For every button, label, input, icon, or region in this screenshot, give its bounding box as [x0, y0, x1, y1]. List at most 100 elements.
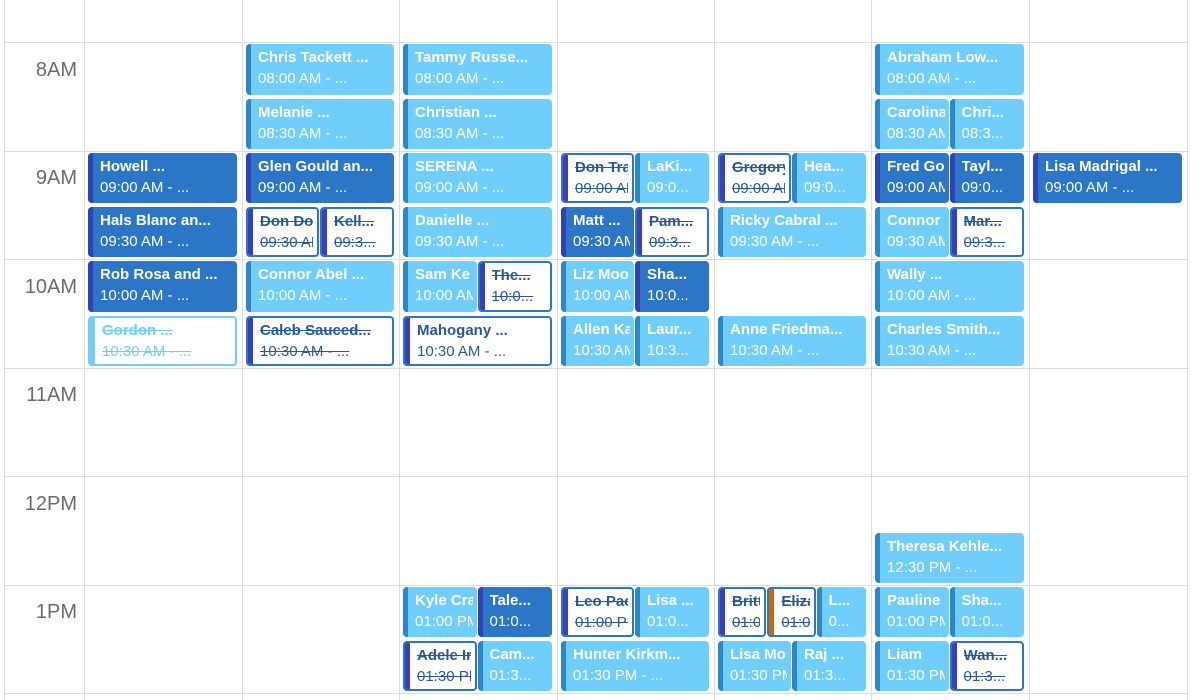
- time-label-11am: 11AM: [26, 384, 77, 406]
- event-title: Wan...: [963, 647, 1008, 664]
- calendar-event[interactable]: Connor Abel ... 10:00 AM - ...: [246, 261, 394, 312]
- calendar-event[interactable]: Britt 01:00: [718, 587, 767, 637]
- calendar-event[interactable]: Lisa Madrigal ... 09:00 AM - ...: [1033, 153, 1182, 203]
- calendar-event[interactable]: Mahogany ... 10:30 AM - ...: [403, 315, 552, 366]
- calendar-event[interactable]: Glen Gould an... 09:00 AM - ...: [246, 153, 394, 203]
- event-time: 01:00 PM: [415, 613, 473, 630]
- calendar-event[interactable]: LaKi... 09:0...: [635, 153, 709, 203]
- calendar-event[interactable]: Howell ... 09:00 AM - ...: [88, 153, 237, 203]
- event-accent-bar: [635, 315, 640, 366]
- calendar-event[interactable]: Eliza 01:00: [767, 587, 816, 637]
- calendar-event[interactable]: Laur... 10:3...: [635, 315, 709, 366]
- event-accent-bar: [720, 589, 725, 635]
- calendar-event[interactable]: Sha... 01:0...: [949, 587, 1024, 637]
- calendar-event[interactable]: Chris Tackett ... 08:00 AM - ...: [246, 44, 394, 95]
- event-title: Eliza: [781, 593, 809, 610]
- event-title: Lisa Madrigal ...: [1045, 158, 1158, 175]
- calendar-event[interactable]: Tale... 01:0...: [477, 587, 552, 637]
- calendar-event[interactable]: Don Tra 09:00 AM: [561, 153, 634, 203]
- event-accent-bar: [405, 317, 410, 364]
- event-time: 10:00 AM: [415, 287, 473, 304]
- event-accent-bar: [477, 587, 483, 637]
- calendar-event[interactable]: Tammy Russe... 08:00 AM - ...: [403, 44, 552, 95]
- event-accent-bar: [477, 641, 483, 691]
- calendar-event[interactable]: Hals Blanc an... 09:30 AM - ...: [88, 207, 237, 257]
- calendar-event[interactable]: Danielle ... 09:30 AM - ...: [403, 207, 552, 257]
- calendar-event[interactable]: Caleb Sauced... 10:30 AM - ...: [246, 315, 394, 366]
- calendar-event[interactable]: Chri... 08:3...: [949, 98, 1024, 149]
- event-accent-bar: [720, 155, 725, 201]
- calendar-event[interactable]: Liam 01:30 PM: [875, 641, 949, 691]
- calendar-event[interactable]: Theresa Kehle... 12:30 PM - ...: [875, 532, 1024, 583]
- calendar-event[interactable]: Leo Pac 01:00 PM: [561, 587, 634, 637]
- calendar-event[interactable]: Ricky Cabral ... 09:30 AM - ...: [718, 207, 866, 257]
- calendar-event[interactable]: Raj ... 01:3...: [792, 641, 866, 691]
- calendar-event[interactable]: Liz Moo 10:00 AM: [561, 261, 634, 312]
- event-time: 10:00 AM - ...: [258, 287, 348, 304]
- time-label-1pm: 1PM: [35, 601, 77, 623]
- calendar-event[interactable]: Wan... 01:3...: [949, 641, 1024, 691]
- event-time: 01:3...: [489, 667, 532, 684]
- calendar-event[interactable]: SERENA ... 09:00 AM - ...: [403, 153, 552, 203]
- calendar-event[interactable]: Sam Ke 10:00 AM: [403, 261, 477, 312]
- event-title: Connor: [887, 212, 941, 229]
- calendar-event[interactable]: Kyle Cra 01:00 PM: [403, 587, 477, 637]
- calendar-event[interactable]: Christian ... 08:30 AM - ...: [403, 98, 552, 149]
- event-time: 10:30 AM - ...: [417, 342, 507, 360]
- calendar-event[interactable]: L... 0...: [816, 587, 866, 637]
- event-time: 08:30 AM: [887, 124, 945, 142]
- calendar-event[interactable]: Don Dou 09:30 AM: [246, 207, 319, 257]
- calendar-event[interactable]: Hunter Kirkm... 01:30 PM - ...: [561, 641, 709, 691]
- calendar-event[interactable]: Lisa ... 01:0...: [635, 587, 709, 637]
- calendar-event[interactable]: Abraham Low... 08:00 AM - ...: [875, 44, 1024, 95]
- calendar-event[interactable]: Lisa Mo 01:30 PM: [718, 641, 791, 691]
- event-time: 10:0...: [647, 287, 689, 304]
- event-accent-bar: [403, 44, 408, 95]
- grid-hline: [4, 259, 1189, 260]
- calendar-event[interactable]: Adele Ir 01:30 PM: [403, 641, 477, 691]
- event-title: L...: [828, 592, 851, 609]
- calendar-event[interactable]: Carolina 08:30 AM: [875, 98, 949, 149]
- event-accent-bar: [405, 643, 410, 689]
- calendar-event[interactable]: Connor 09:30 AM: [875, 207, 949, 257]
- event-time: 09:30 AM: [887, 233, 945, 250]
- calendar-event[interactable]: Kell... 09:3...: [320, 207, 394, 257]
- event-title: The...: [491, 267, 531, 284]
- event-accent-bar: [88, 153, 93, 203]
- calendar-event[interactable]: Cam... 01:3...: [477, 641, 552, 691]
- event-time: 01:30 PM: [730, 667, 787, 684]
- event-title: Gordon ...: [102, 321, 173, 339]
- event-title: Lisa Mo: [730, 646, 786, 663]
- calendar-event[interactable]: Gordon ... 10:30 AM - ...: [88, 315, 237, 366]
- event-accent-bar: [246, 98, 251, 149]
- event-accent-bar: [563, 589, 568, 635]
- event-accent-bar: [949, 153, 955, 203]
- event-title: Rob Rosa and ...: [100, 266, 218, 283]
- calendar-event[interactable]: Mar... 09:3...: [949, 207, 1024, 257]
- calendar-event[interactable]: Anne Friedma... 10:30 AM - ...: [718, 315, 866, 366]
- event-title: Liz Moo: [573, 266, 629, 283]
- calendar-event[interactable]: Gregory 09:00 AM: [718, 153, 791, 203]
- calendar-event[interactable]: Tayl... 09:0...: [949, 153, 1024, 203]
- event-time: 08:30 AM - ...: [258, 124, 348, 142]
- event-title: Kell...: [334, 213, 375, 230]
- calendar-event[interactable]: Melanie ... 08:30 AM - ...: [246, 98, 394, 149]
- calendar-event[interactable]: Charles Smith... 10:30 AM - ...: [875, 315, 1024, 366]
- calendar-event[interactable]: The... 10:0...: [477, 261, 552, 312]
- event-title: LaKi...: [647, 158, 693, 175]
- calendar-event[interactable]: Sha... 10:0...: [635, 261, 709, 312]
- event-time: 01:00: [781, 614, 809, 631]
- calendar-event[interactable]: Pam... 09:3...: [635, 207, 709, 257]
- calendar-event[interactable]: Hea... 09:0...: [792, 153, 866, 203]
- calendar-event[interactable]: Allen Ka 10:30 AM: [561, 315, 634, 366]
- calendar-event[interactable]: Pauline 01:00 PM: [875, 587, 949, 637]
- calendar-event[interactable]: Fred Go 09:00 AM: [875, 153, 949, 203]
- event-time: 10:3...: [647, 341, 689, 359]
- calendar-event[interactable]: Matt ... 09:30 AM: [561, 207, 634, 257]
- calendar-event[interactable]: Wally ... 10:00 AM - ...: [875, 261, 1024, 312]
- calendar-event[interactable]: Rob Rosa and ... 10:00 AM - ...: [88, 261, 237, 312]
- event-accent-bar: [561, 641, 566, 691]
- event-accent-bar: [875, 44, 880, 95]
- event-accent-bar: [322, 209, 327, 255]
- event-accent-bar: [792, 641, 797, 691]
